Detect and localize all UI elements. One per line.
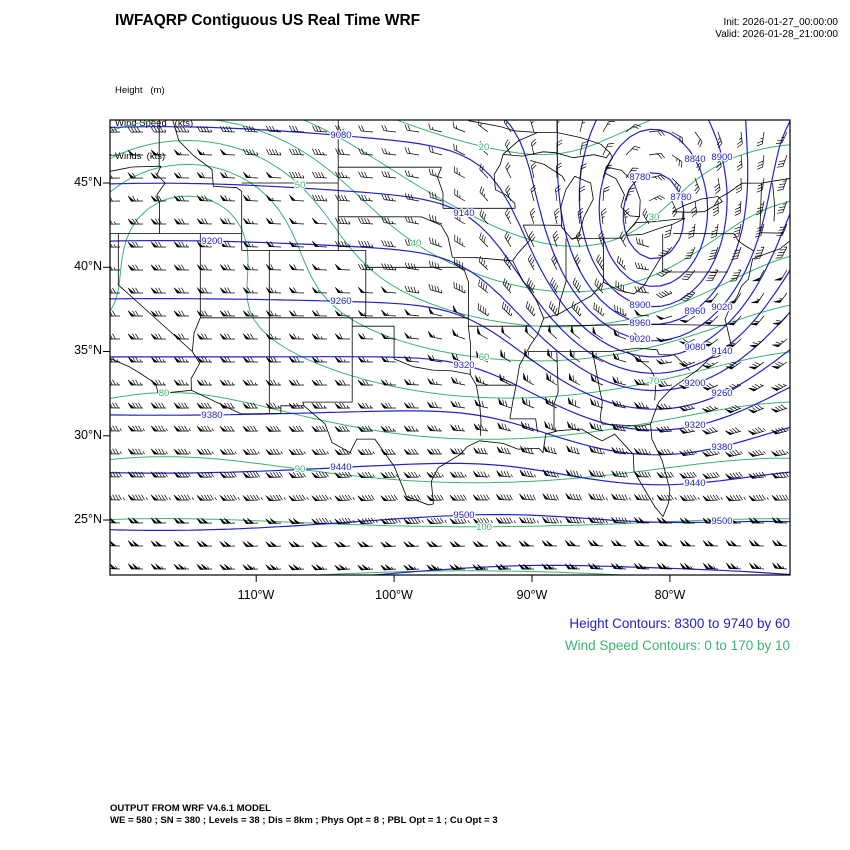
wind-contour-caption: Wind Speed Contours: 0 to 170 by 10: [564, 638, 790, 653]
svg-text:70: 70: [649, 376, 660, 387]
svg-text:90: 90: [295, 464, 306, 475]
svg-text:9140: 9140: [453, 208, 474, 219]
model-info-line1: OUTPUT FROM WRF V4.6.1 MODEL: [110, 803, 271, 814]
map-canvas: 8780878088408900890089608960902090209080…: [103, 119, 791, 582]
svg-text:8960: 8960: [629, 318, 650, 329]
lat-tick-35n: 35°N: [74, 343, 102, 357]
legend-height: Height (m): [115, 85, 165, 96]
svg-text:9080: 9080: [330, 130, 351, 141]
svg-text:80: 80: [159, 388, 170, 399]
svg-text:8900: 8900: [711, 152, 732, 163]
svg-text:9020: 9020: [711, 302, 732, 313]
svg-text:9320: 9320: [453, 360, 474, 371]
svg-text:30: 30: [649, 212, 660, 223]
svg-text:8780: 8780: [670, 192, 691, 203]
svg-text:9200: 9200: [201, 236, 222, 247]
model-info-line2: WE = 580 ; SN = 380 ; Levels = 38 ; Dis …: [110, 814, 498, 826]
svg-text:8780: 8780: [629, 172, 650, 183]
svg-text:9080: 9080: [684, 342, 705, 353]
svg-text:9200: 9200: [684, 378, 705, 389]
svg-text:8960: 8960: [684, 306, 705, 317]
svg-text:9440: 9440: [330, 462, 351, 473]
svg-text:9260: 9260: [330, 296, 351, 307]
lon-tick-90w: 90°W: [516, 588, 548, 602]
run-times: Init: 2026-01-27_00:00:00 Valid: 2026-01…: [715, 17, 838, 40]
svg-text:9440: 9440: [684, 478, 705, 489]
lon-tick-110w: 110°W: [237, 588, 275, 602]
lon-tick-80w: 80°W: [654, 588, 686, 602]
svg-text:20: 20: [479, 142, 490, 153]
svg-text:9320: 9320: [684, 420, 705, 431]
lat-tick-40n: 40°N: [74, 259, 102, 273]
legend-wind-speed: Wind Speed (kts): [115, 118, 194, 129]
svg-text:9140: 9140: [711, 346, 732, 357]
svg-text:8840: 8840: [684, 154, 705, 165]
height-contour-caption: Height Contours: 8300 to 9740 by 60: [569, 616, 790, 631]
svg-text:9500: 9500: [711, 516, 732, 527]
lat-tick-45n: 45°N: [74, 175, 102, 189]
page-title: IWFAQRP Contiguous US Real Time WRF: [115, 12, 421, 29]
svg-text:50: 50: [295, 180, 306, 191]
svg-text:8900: 8900: [629, 300, 650, 311]
field-legend: Height (m) Wind Speed (kts) Winds (kts): [115, 63, 193, 184]
lat-tick-25n: 25°N: [74, 512, 102, 526]
model-info: OUTPUT FROM WRF V4.6.1 MODEL WE = 580 ; …: [110, 803, 498, 826]
svg-text:9260: 9260: [711, 388, 732, 399]
init-time: Init: 2026-01-27_00:00:00: [723, 17, 838, 28]
legend-winds: Winds (kts): [115, 151, 166, 162]
svg-text:100: 100: [476, 522, 492, 533]
valid-time: Valid: 2026-01-28_21:00:00: [715, 28, 838, 40]
svg-text:9020: 9020: [629, 334, 650, 345]
svg-text:60: 60: [479, 352, 490, 363]
svg-text:9380: 9380: [201, 410, 222, 421]
lon-tick-100w: 100°W: [375, 588, 413, 602]
lat-tick-30n: 30°N: [74, 428, 102, 442]
svg-text:9500: 9500: [453, 510, 474, 521]
svg-text:9380: 9380: [711, 442, 732, 453]
svg-text:40: 40: [411, 238, 422, 249]
